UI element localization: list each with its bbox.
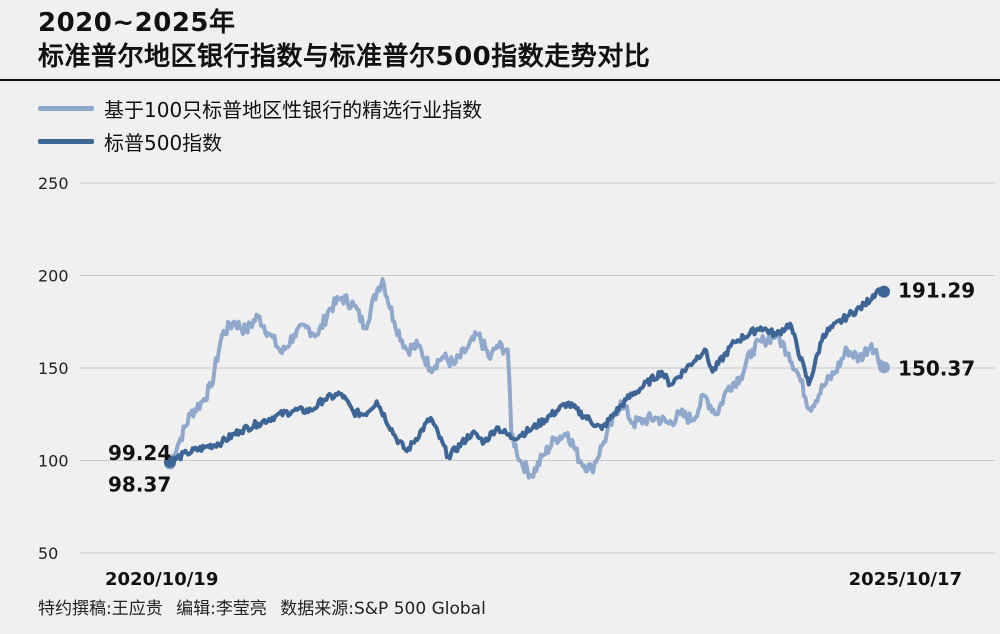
title-divider	[0, 79, 1000, 81]
footer-author: 特约撰稿:王应贵	[38, 599, 163, 619]
y-tick-label-150: 150	[38, 359, 69, 378]
legend-label-regional-banks: 基于100只标普地区性银行的精选行业指数	[104, 98, 483, 122]
series-line-1	[168, 286, 886, 466]
legend-item-regional-banks: 基于100只标普地区性银行的精选行业指数	[38, 92, 482, 125]
footer-credits: 特约撰稿:王应贵 编辑:李莹亮 数据来源:S&P 500 Global	[38, 594, 494, 619]
chart-title-line2: 标准普尔地区银行指数与标准普尔500指数走势对比	[38, 42, 651, 72]
footer-source: 数据来源:S&P 500 Global	[280, 599, 486, 619]
footer-editor: 编辑:李莹亮	[176, 599, 267, 619]
x-tick-label-start: 2020/10/19	[105, 569, 218, 590]
series-start-label-0: 98.37	[108, 473, 171, 497]
series-end-label-1: 191.29	[898, 279, 975, 303]
legend-swatch-regional-banks	[38, 106, 94, 111]
series-end-label-0: 150.37	[898, 356, 975, 380]
series-end-point-0	[878, 361, 890, 374]
x-tick-label-end: 2025/10/17	[849, 569, 962, 590]
series-start-label-1: 99.24	[108, 441, 171, 465]
series-line-0	[168, 277, 886, 480]
y-tick-label-250: 250	[38, 174, 69, 193]
y-tick-label-100: 100	[38, 452, 69, 471]
title-block: 2020~2025年 标准普尔地区银行指数与标准普尔500指数走势对比	[38, 6, 650, 74]
legend-label-sp500: 标普500指数	[104, 131, 223, 155]
y-tick-label-50: 50	[38, 544, 58, 563]
series-start-point-1	[164, 455, 176, 468]
legend-swatch-sp500	[38, 139, 94, 144]
legend-item-sp500: 标普500指数	[38, 125, 482, 158]
chart-title-line1: 2020~2025年	[38, 8, 236, 38]
y-tick-label-200: 200	[38, 267, 69, 286]
legend: 基于100只标普地区性银行的精选行业指数 标普500指数	[38, 92, 482, 158]
series-end-point-1	[878, 285, 890, 298]
